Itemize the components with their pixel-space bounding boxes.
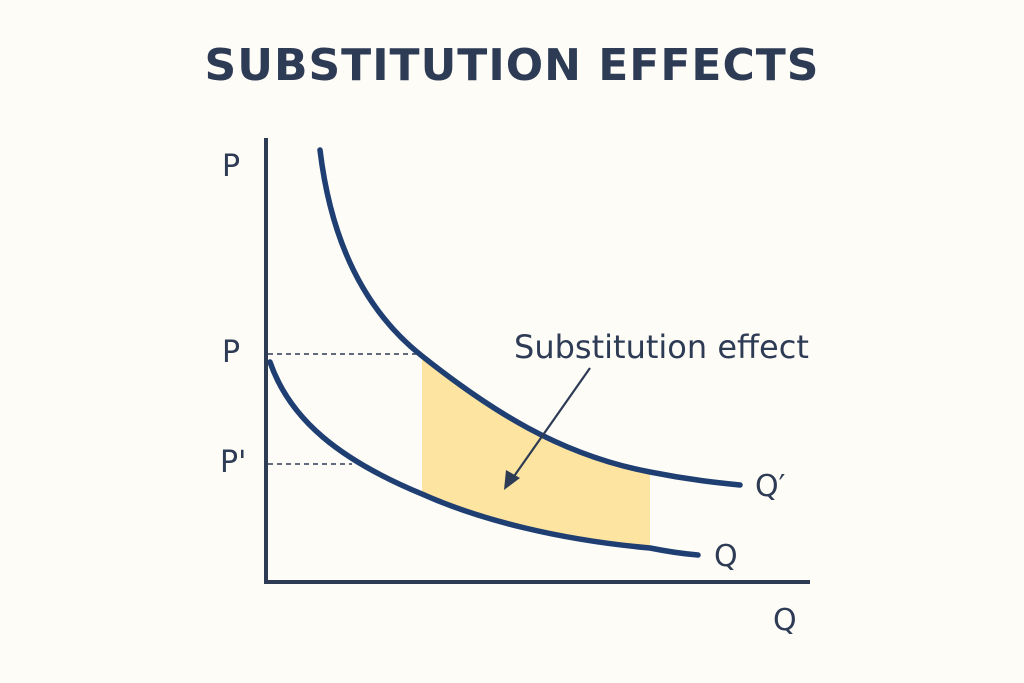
annotation-arrow-shaft: [509, 367, 591, 483]
x-axis-label: Q: [773, 603, 797, 638]
y-axis-label: P: [222, 149, 240, 184]
curve-q-label: Q: [714, 539, 738, 574]
substitution-effect-label: Substitution effect: [514, 328, 809, 366]
curve-q-prime: [317, 147, 743, 488]
page-title: SUBSTITUTION EFFECTS: [204, 40, 820, 91]
curve-q: [267, 359, 701, 558]
annotation-arrow-head: [504, 470, 520, 490]
curve-q-prime-label: Q′: [755, 469, 786, 504]
substitution-shaded-region: [422, 356, 650, 548]
price-p-label: P: [222, 335, 240, 370]
price-p-prime-label: P': [220, 445, 246, 480]
